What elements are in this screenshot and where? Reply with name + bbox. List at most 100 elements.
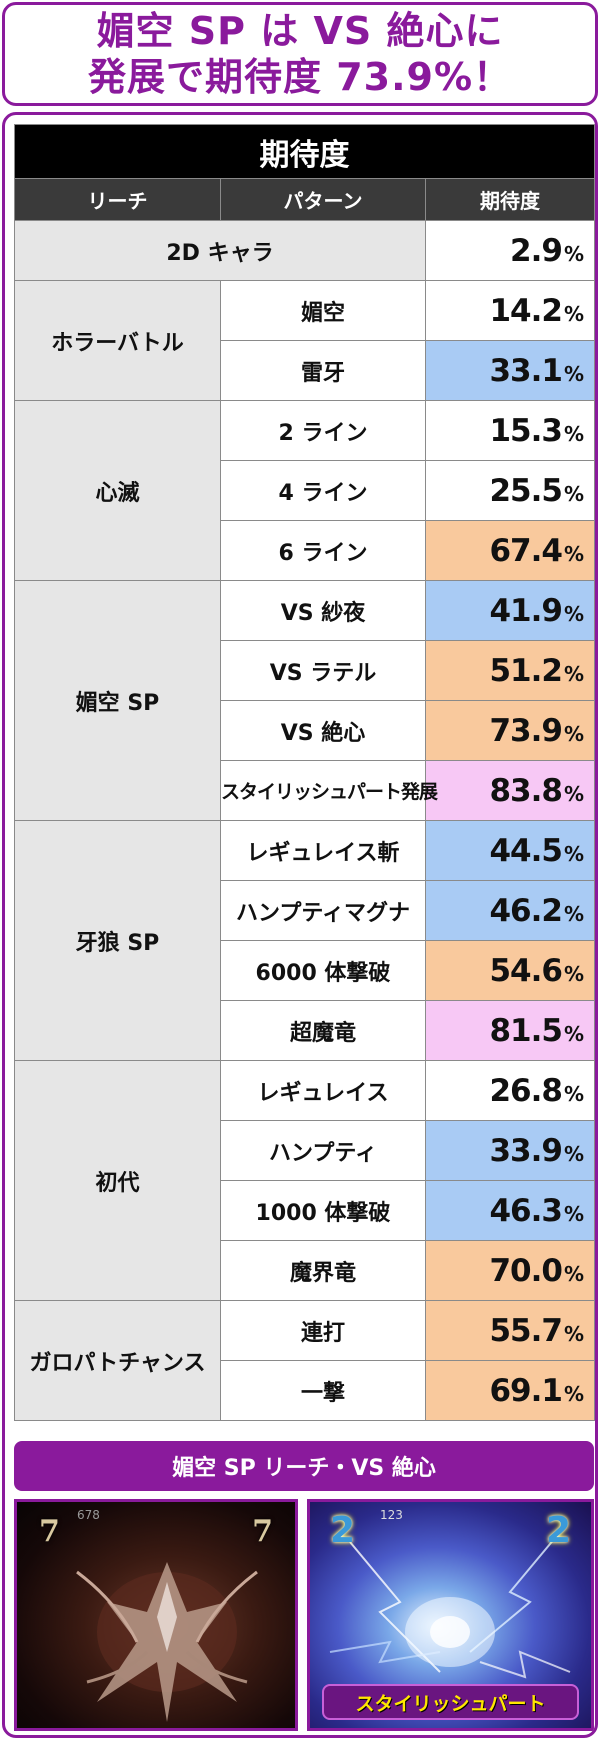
- pattern-cell: VS 紗夜: [220, 580, 426, 641]
- monster-figure-image: [76, 1562, 258, 1722]
- table-row: スタイリッシュパート発展 83.8%: [15, 760, 595, 821]
- reach-cell: 初代: [14, 1060, 221, 1301]
- table-row: 心滅 2 ライン 15.3%: [14, 400, 595, 581]
- table-row: 超魔竜 81.5%: [15, 1000, 595, 1061]
- rate-value: 70.0: [489, 1252, 562, 1289]
- rate-value: 14.2: [489, 292, 562, 329]
- rate-value: 41.9: [489, 592, 562, 629]
- rate-value: 46.3: [489, 1192, 562, 1229]
- rate-value: 51.2: [489, 652, 562, 689]
- reel-digit-right: 2: [545, 1510, 571, 1551]
- rate-cell: 73.9%: [424, 700, 595, 761]
- pattern-cell: ハンプティ: [220, 1120, 426, 1181]
- table-row: 2D キャラ 2.9%: [14, 220, 595, 281]
- reel-digit-left: 2: [330, 1510, 356, 1551]
- pattern-cell: 1000 体撃破: [220, 1180, 426, 1241]
- rate-value: 15.3: [489, 412, 562, 449]
- pattern-cell: レギュレイス: [220, 1060, 426, 1121]
- rate-cell: 51.2%: [424, 640, 595, 701]
- rate-value: 67.4: [489, 532, 562, 569]
- screenshot-left: 7 7 678: [14, 1499, 298, 1731]
- rate-unit: %: [563, 1261, 585, 1286]
- pattern-cell: レギュレイス斬: [220, 820, 426, 881]
- rate-value: 83.8: [489, 772, 562, 809]
- rate-cell: 25.5%: [424, 460, 595, 521]
- rate-unit: %: [563, 1021, 585, 1046]
- table-row: 1000 体撃破 46.3%: [15, 1180, 595, 1241]
- pattern-cell: スタイリッシュパート発展: [220, 760, 438, 821]
- rate-unit: %: [563, 1321, 585, 1346]
- table-body: 2D キャラ 2.9% ホラーバトル 媚空 14.2% 雷牙 33.1% 心滅 2 ライン 1…: [14, 220, 595, 1421]
- rate-unit: %: [563, 541, 585, 566]
- rate-cell: 55.7%: [424, 1300, 595, 1361]
- rate-value: 33.1: [489, 352, 562, 389]
- rate-unit: %: [563, 721, 585, 746]
- rate-value: 54.6: [489, 952, 562, 989]
- rate-value: 26.8: [489, 1072, 562, 1109]
- table-row: 魔界竜 70.0%: [15, 1240, 595, 1301]
- rate-unit: %: [563, 1141, 585, 1166]
- headline-line-2: 発展で期待度 73.9%！: [87, 55, 513, 99]
- pattern-cell: 6 ライン: [220, 520, 426, 581]
- rate-unit: %: [563, 661, 585, 686]
- rate-unit: %: [563, 961, 585, 986]
- table-row: 媚空 SP VS 紗夜 41.9%: [14, 580, 595, 821]
- rate-unit: %: [563, 301, 585, 326]
- pattern-cell: 6000 体撃破: [220, 940, 426, 1001]
- rate-unit: %: [563, 361, 585, 386]
- headline-banner: 媚空 SP は VS 絶心に 発展で期待度 73.9%！: [2, 2, 598, 106]
- reel-counter: 678: [77, 1508, 100, 1522]
- reel-digit-left: 7: [39, 1514, 60, 1549]
- rate-cell: 14.2%: [424, 280, 595, 341]
- pattern-cell: 2 ライン: [220, 400, 426, 461]
- rate-cell: 81.5%: [424, 1000, 595, 1061]
- table-row: 6000 体撃破 54.6%: [15, 940, 595, 1001]
- reach-cell: 2D キャラ: [14, 220, 426, 281]
- rate-unit: %: [563, 241, 585, 266]
- table-row: ハンプティマグナ 46.2%: [15, 880, 595, 941]
- table-row: ハンプティ 33.9%: [15, 1120, 595, 1181]
- rate-cell: 26.8%: [424, 1060, 595, 1121]
- rate-cell: 41.9%: [424, 580, 595, 641]
- table-row: 4 ライン 25.5%: [15, 460, 595, 521]
- rate-cell: 33.1%: [424, 340, 595, 401]
- content-panel: 期待度 リーチ パターン 期待度 2D キャラ 2.9% ホラーバトル 媚空 14.…: [2, 112, 598, 1738]
- rate-value: 46.2: [489, 892, 562, 929]
- table-row: 初代 レギュレイス 26.8%: [14, 1060, 595, 1301]
- stylish-part-badge: スタイリッシュパート: [322, 1684, 579, 1720]
- pattern-cell: 4 ライン: [220, 460, 426, 521]
- table-row: ガロパトチャンス 連打 55.7%: [14, 1300, 595, 1421]
- rate-cell: 67.4%: [424, 520, 595, 581]
- rate-value: 81.5: [489, 1012, 562, 1049]
- rate-value: 2.9: [510, 232, 563, 269]
- rate-unit: %: [563, 781, 585, 806]
- rate-unit: %: [563, 601, 585, 626]
- table-title: 期待度: [13, 124, 595, 179]
- rate-cell: 70.0%: [424, 1240, 595, 1301]
- table-row: ホラーバトル 媚空 14.2%: [14, 280, 595, 401]
- screenshot-right: 2 2 123 スタイリッシュパート: [307, 1499, 594, 1731]
- rate-cell: 83.8%: [424, 760, 595, 821]
- pattern-cell: 連打: [220, 1300, 426, 1361]
- pattern-cell: VS ラテル: [220, 640, 426, 701]
- pattern-cell: VS 絶心: [220, 700, 426, 761]
- rate-cell: 54.6%: [424, 940, 595, 1001]
- rate-unit: %: [563, 421, 585, 446]
- rate-value: 73.9: [489, 712, 562, 749]
- rate-unit: %: [563, 841, 585, 866]
- reach-cell: 心滅: [14, 400, 221, 581]
- rate-cell: 46.2%: [424, 880, 595, 941]
- rate-unit: %: [563, 1381, 585, 1406]
- pattern-cell: 超魔竜: [220, 1000, 426, 1061]
- reach-cell: 媚空 SP: [14, 580, 221, 821]
- rate-value: 33.9: [489, 1132, 562, 1169]
- rate-cell: 15.3%: [424, 400, 595, 461]
- column-header-pattern: パターン: [220, 178, 426, 221]
- rate-value: 69.1: [489, 1372, 562, 1409]
- lightning-burst-image: [329, 1531, 571, 1679]
- rate-cell: 2.9%: [424, 220, 595, 281]
- reach-cell: ホラーバトル: [14, 280, 221, 401]
- column-header-rate: 期待度: [424, 178, 595, 221]
- pattern-cell: 魔界竜: [220, 1240, 426, 1301]
- column-header-reach: リーチ: [14, 178, 221, 221]
